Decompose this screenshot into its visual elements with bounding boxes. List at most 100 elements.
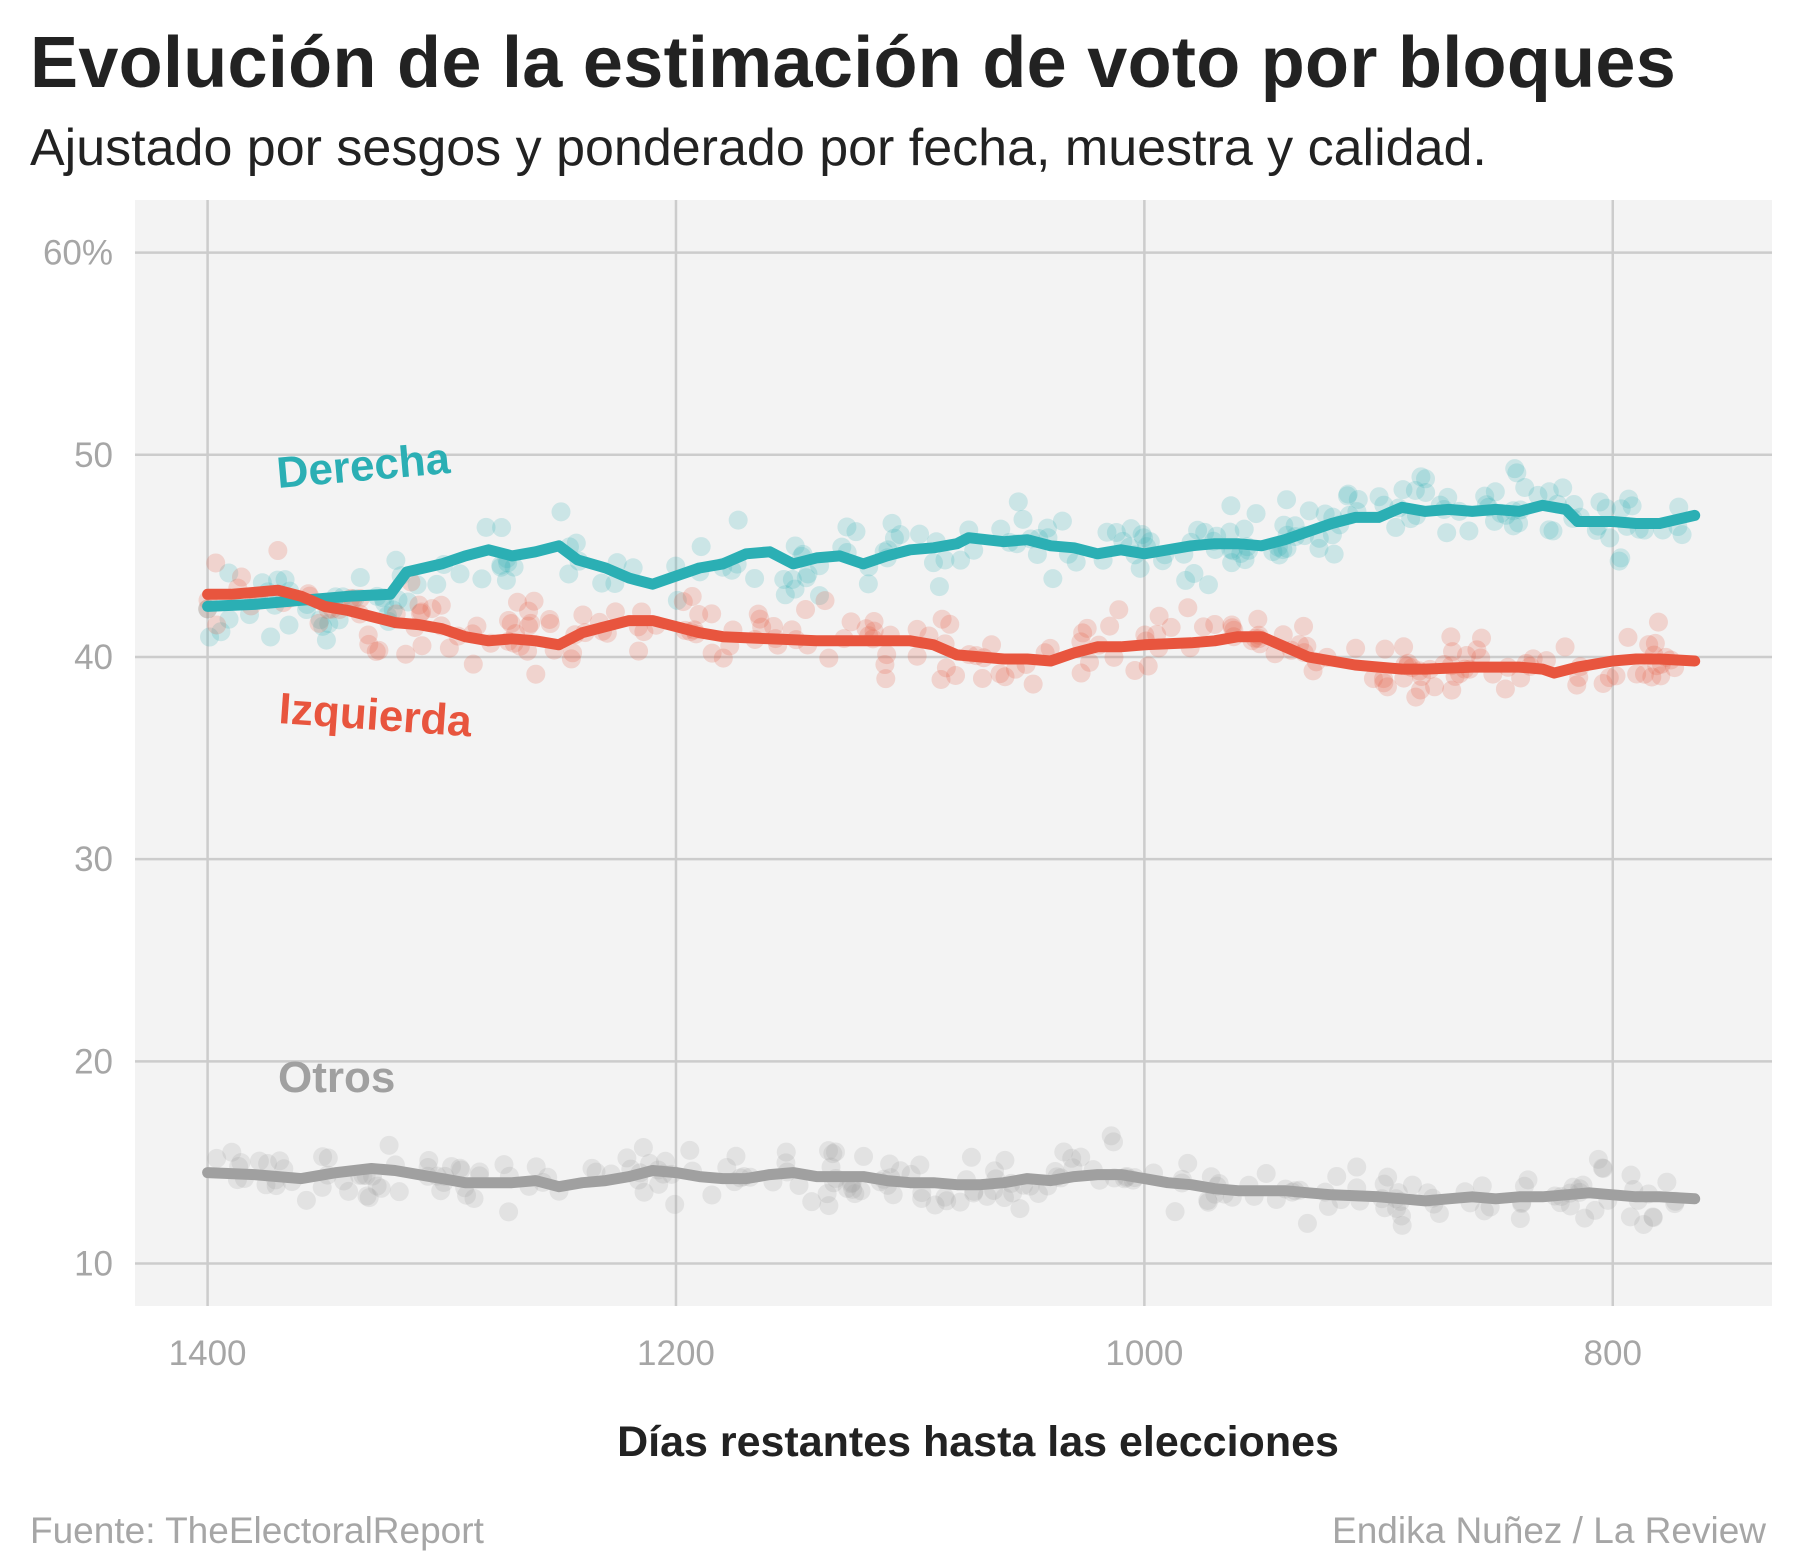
- poll-point: [846, 522, 866, 542]
- poll-point: [521, 613, 541, 633]
- poll-point: [1515, 478, 1535, 498]
- poll-point: [845, 1184, 865, 1204]
- poll-point: [995, 1188, 1015, 1208]
- source-note: Fuente: TheElectoralReport: [30, 1510, 484, 1551]
- poll-point: [367, 1176, 387, 1196]
- poll-point: [1013, 509, 1033, 529]
- poll-point: [1600, 528, 1620, 548]
- poll-point: [1198, 1192, 1218, 1212]
- poll-point: [1347, 1157, 1367, 1177]
- poll-point: [1672, 525, 1692, 545]
- poll-point: [1377, 677, 1397, 697]
- poll-point: [491, 555, 511, 575]
- poll-point: [1220, 522, 1240, 542]
- poll-point: [1441, 627, 1461, 647]
- poll-point: [1593, 673, 1613, 693]
- poll-point: [379, 1135, 399, 1155]
- poll-point: [752, 617, 772, 637]
- poll-point: [451, 1160, 471, 1180]
- poll-point: [910, 1155, 930, 1175]
- poll-point: [1369, 487, 1389, 507]
- poll-point: [689, 605, 709, 625]
- poll-point: [200, 627, 220, 647]
- poll-point: [605, 602, 625, 622]
- poll-point: [442, 1157, 462, 1177]
- poll-point: [851, 1181, 871, 1201]
- poll-point: [501, 614, 521, 634]
- poll-point: [1028, 1183, 1048, 1203]
- poll-point: [702, 1185, 722, 1205]
- poll-point: [1495, 679, 1515, 699]
- poll-point: [877, 645, 897, 665]
- poll-point: [496, 570, 516, 590]
- chart-title: Evolución de la estimación de voto por b…: [30, 23, 1677, 103]
- poll-point: [841, 612, 861, 632]
- poll-point: [1052, 511, 1072, 531]
- poll-point: [1539, 520, 1559, 540]
- poll-point: [398, 592, 418, 612]
- x-tick-label: 800: [1584, 1334, 1642, 1373]
- y-tick-label: 10: [74, 1245, 113, 1284]
- poll-point: [1606, 666, 1626, 686]
- poll-point: [350, 568, 370, 588]
- poll-point: [261, 627, 281, 647]
- poll-point: [1327, 1166, 1347, 1186]
- poll-point: [702, 643, 722, 663]
- poll-point: [1553, 478, 1573, 498]
- poll-point: [923, 553, 943, 573]
- x-tick-label: 1400: [169, 1334, 247, 1373]
- poll-point: [796, 600, 816, 620]
- poll-point: [1543, 521, 1563, 541]
- plot-panel: [135, 200, 1772, 1306]
- poll-point: [940, 614, 960, 634]
- poll-point: [726, 1146, 746, 1166]
- poll-point: [540, 614, 560, 634]
- poll-point: [964, 540, 984, 560]
- poll-point: [1588, 1149, 1608, 1169]
- poll-point: [491, 557, 511, 577]
- poll-point: [1442, 680, 1462, 700]
- poll-point: [1184, 564, 1204, 584]
- poll-point: [1097, 522, 1117, 542]
- poll-point: [359, 1188, 379, 1208]
- poll-point: [634, 622, 654, 642]
- poll-point: [431, 1181, 451, 1201]
- poll-point: [422, 599, 442, 619]
- poll-point: [1472, 1176, 1492, 1196]
- poll-point: [854, 1146, 874, 1166]
- poll-point: [1585, 1200, 1605, 1220]
- poll-point: [1374, 669, 1394, 689]
- poll-point: [1459, 521, 1479, 541]
- poll-point: [1511, 668, 1531, 688]
- poll-point: [823, 1144, 843, 1164]
- poll-point: [912, 1188, 932, 1208]
- poll-point: [907, 646, 927, 666]
- poll-point: [439, 638, 459, 658]
- poll-point: [995, 667, 1015, 687]
- poll-point: [782, 569, 802, 589]
- poll-point: [990, 664, 1010, 684]
- poll-point: [728, 510, 748, 530]
- poll-point: [819, 1196, 839, 1216]
- poll-point: [929, 577, 949, 597]
- poll-point: [383, 600, 403, 620]
- poll-point: [249, 1151, 269, 1171]
- poll-point: [1416, 469, 1436, 489]
- poll-point: [1121, 519, 1141, 539]
- poll-point: [1645, 633, 1665, 653]
- poll-point: [1100, 616, 1120, 636]
- x-tick-label: 1000: [1105, 1334, 1183, 1373]
- poll-point: [785, 536, 805, 556]
- poll-point: [1178, 1153, 1198, 1173]
- chart-subtitle: Ajustado por sesgos y ponderado por fech…: [30, 119, 1487, 177]
- poll-point: [972, 668, 992, 688]
- poll-point: [991, 519, 1011, 539]
- poll-point: [1405, 481, 1425, 501]
- grid-lines: [135, 200, 1772, 1306]
- poll-point: [526, 664, 546, 684]
- poll-point: [1619, 489, 1639, 509]
- poll-point: [1080, 652, 1100, 672]
- poll-point: [713, 648, 733, 668]
- poll-point: [504, 557, 524, 577]
- poll-point: [1023, 674, 1043, 694]
